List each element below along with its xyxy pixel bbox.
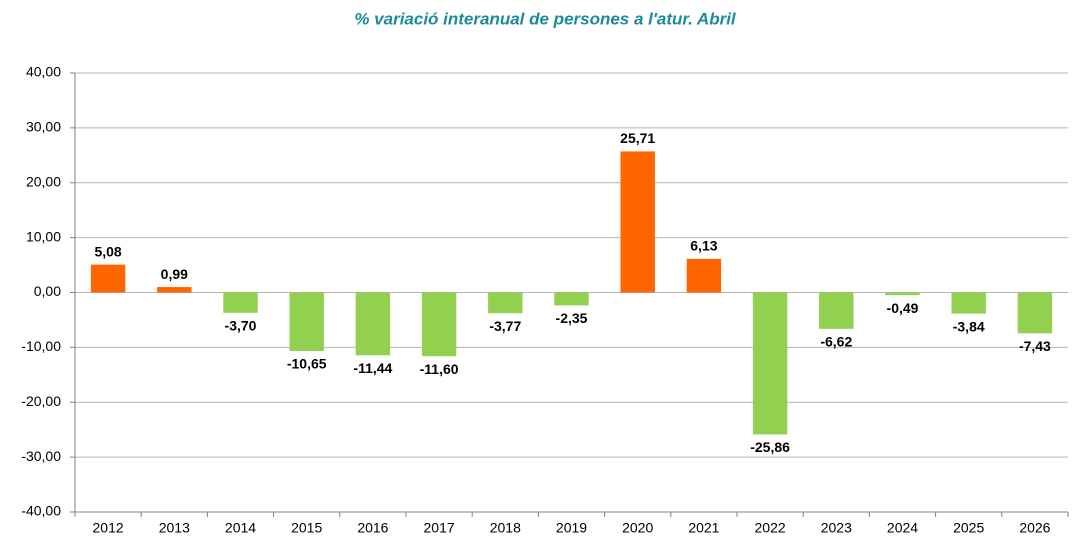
- x-tick-label: 2017: [424, 520, 455, 536]
- y-tick-label: -10,00: [21, 338, 61, 354]
- data-label: -2,35: [556, 310, 588, 326]
- y-tick-label: -30,00: [21, 448, 61, 464]
- x-tick-label: 2012: [93, 520, 124, 536]
- data-label: -3,84: [953, 318, 985, 334]
- bar: [819, 292, 854, 329]
- data-label: -0,49: [887, 300, 919, 316]
- data-label: -3,70: [225, 318, 257, 334]
- bar: [554, 292, 589, 306]
- x-tick-label: 2023: [821, 520, 852, 536]
- x-tick-label: 2019: [556, 520, 587, 536]
- x-tick-label: 2026: [1019, 520, 1050, 536]
- data-label: -11,60: [420, 361, 459, 377]
- data-label: 0,99: [161, 266, 188, 282]
- y-tick-label: 0,00: [34, 283, 61, 299]
- bar: [885, 292, 920, 296]
- data-label: 5,08: [94, 243, 121, 259]
- x-tick-label: 2015: [291, 520, 322, 536]
- bar: [421, 292, 457, 357]
- y-tick-label: 10,00: [26, 228, 61, 244]
- bar: [289, 292, 324, 351]
- y-tick-label: -20,00: [21, 393, 61, 409]
- bar: [951, 292, 986, 314]
- x-tick-label: 2013: [159, 520, 190, 536]
- x-tick-label: 2025: [953, 520, 984, 536]
- x-tick-label: 2018: [490, 520, 521, 536]
- data-label: -11,44: [353, 360, 392, 376]
- bar: [90, 264, 126, 293]
- x-tick-label: 2020: [622, 520, 653, 536]
- bar: [1017, 292, 1053, 334]
- bar: [752, 292, 788, 435]
- y-tick-label: -40,00: [21, 503, 61, 519]
- data-label: -6,62: [820, 334, 852, 350]
- x-tick-label: 2022: [755, 520, 786, 536]
- x-tick-label: 2016: [357, 520, 388, 536]
- bar: [620, 151, 655, 293]
- x-tick-label: 2024: [887, 520, 918, 536]
- data-label: -7,43: [1019, 338, 1051, 354]
- bar: [157, 287, 192, 293]
- x-tick-label: 2021: [688, 520, 719, 536]
- bar: [686, 258, 722, 293]
- data-label: -3,77: [489, 318, 521, 334]
- bar: [223, 292, 258, 313]
- x-tick-label: 2014: [225, 520, 256, 536]
- data-label: -25,86: [750, 439, 790, 455]
- bar: [488, 292, 523, 314]
- bar: [355, 292, 391, 356]
- data-label: -10,65: [287, 356, 327, 372]
- data-label: 25,71: [620, 130, 655, 146]
- y-tick-label: 20,00: [26, 173, 61, 189]
- chart-title: % variació interanual de persones a l'at…: [354, 9, 737, 28]
- y-tick-label: 30,00: [26, 119, 61, 135]
- data-label: 6,13: [690, 238, 717, 254]
- y-tick-label: 40,00: [26, 64, 61, 80]
